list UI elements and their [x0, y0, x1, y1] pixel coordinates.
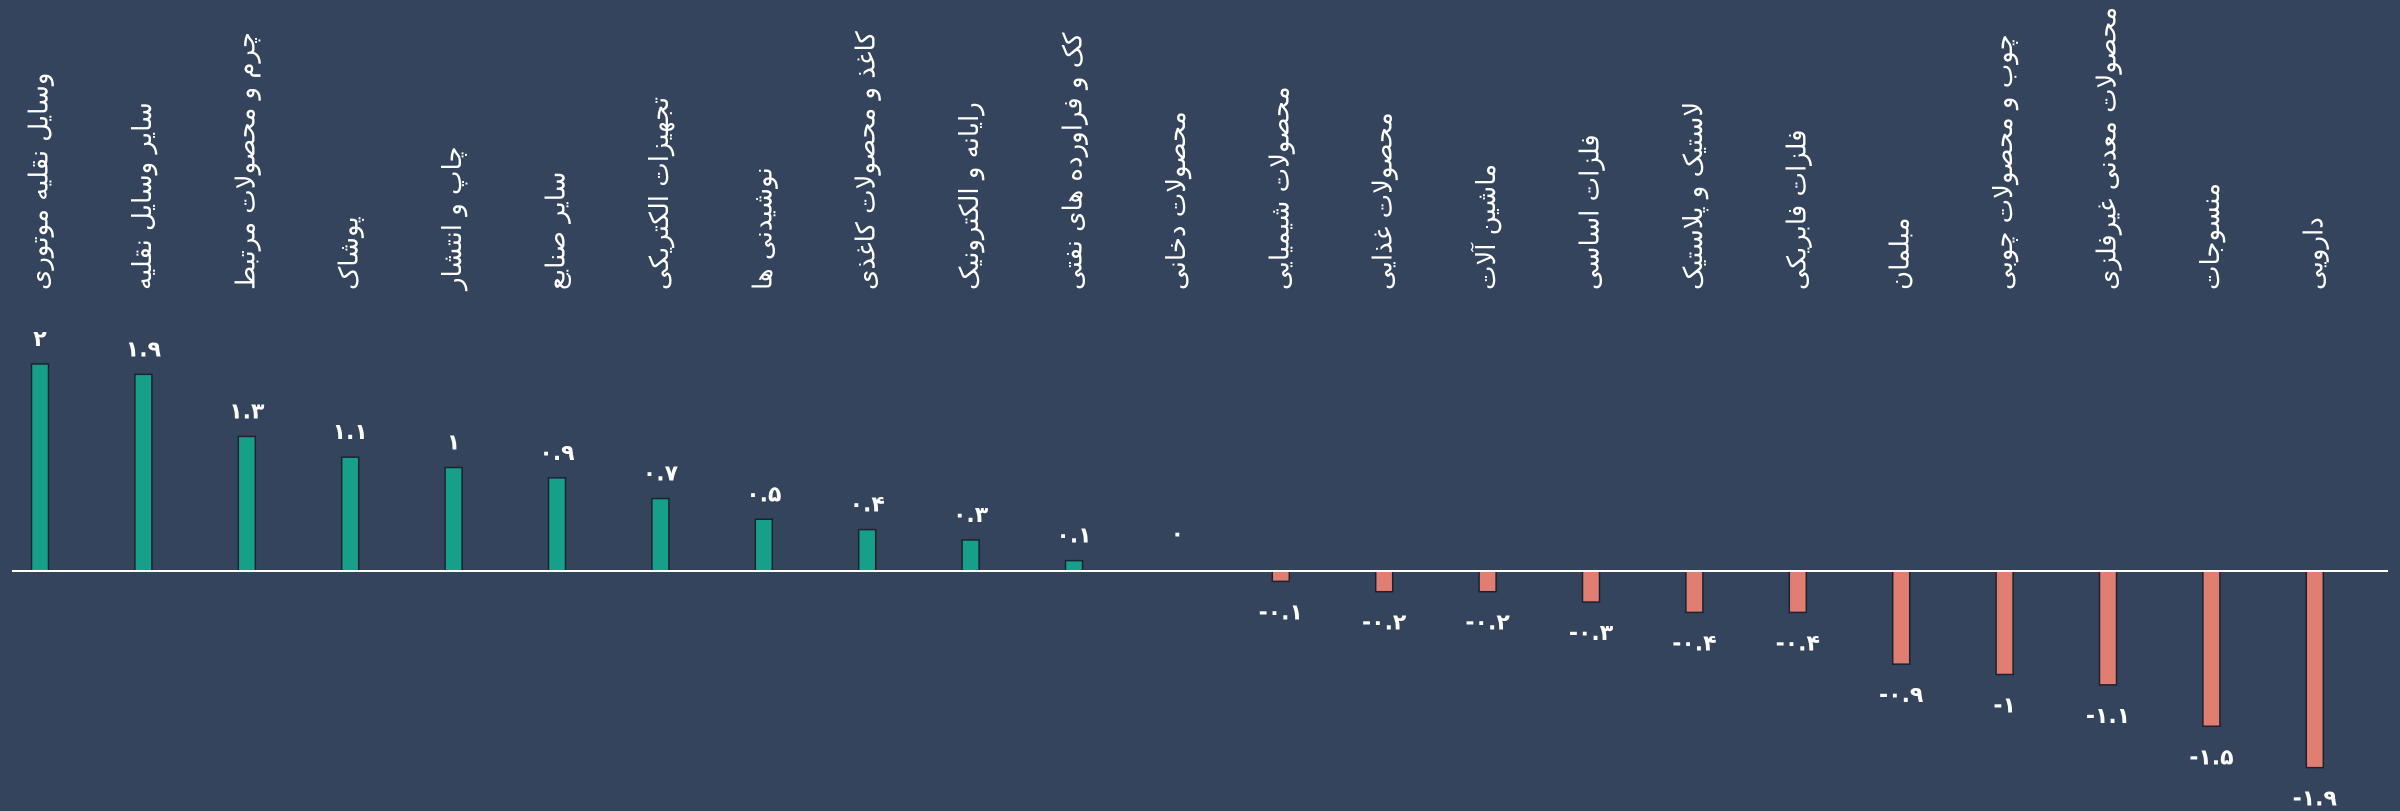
bar-10	[1064, 559, 1084, 572]
bar-22	[2305, 570, 2325, 769]
value-label-8: ۰.۴	[850, 493, 885, 518]
bar-12	[1271, 570, 1291, 583]
value-label-12: -۰.۱	[1259, 600, 1303, 625]
bar-0	[30, 363, 50, 572]
category-label-9: رایانه و الکترونیک	[955, 102, 985, 290]
category-label-6: تجهیزات الکتریکی	[645, 97, 675, 290]
bar-17	[1788, 570, 1808, 614]
value-label-6: ۰.۷	[643, 462, 679, 487]
bar-15	[1581, 570, 1601, 603]
bar-8	[857, 528, 877, 572]
category-label-22: دارویی	[2299, 217, 2329, 290]
bar-21	[2202, 570, 2221, 727]
value-label-1: ۱.۹	[126, 337, 161, 362]
bar-6	[651, 497, 670, 572]
bar-5	[547, 477, 567, 572]
value-label-16: -۰.۴	[1672, 631, 1716, 656]
value-label-21: -۱.۵	[2189, 745, 2233, 770]
category-label-11: محصولات دخانی	[1162, 111, 1192, 290]
category-label-14: ماشین آلات	[1470, 164, 1502, 290]
category-label-19: چوب و محصولات چوبی	[1989, 34, 2019, 290]
value-label-19: -۱	[1993, 694, 2016, 719]
category-label-8: کاغذ و محصولات کاغذی	[852, 31, 882, 290]
bar-16	[1685, 570, 1704, 614]
value-label-22: -۱.۹	[2293, 787, 2337, 811]
value-label-0: ۲	[33, 327, 47, 352]
category-label-5: سایر صنایع	[542, 172, 572, 290]
bar-18	[1891, 570, 1911, 665]
value-label-17: -۰.۴	[1776, 631, 1820, 656]
bar-9	[961, 539, 980, 572]
category-label-7: نوشیدنی ها	[748, 167, 778, 290]
bar-4	[444, 466, 463, 572]
value-label-4: ۱	[447, 431, 460, 456]
bar-13	[1374, 570, 1394, 593]
bar-20	[2098, 570, 2118, 686]
category-label-13: محصولات غذایی	[1369, 112, 1399, 290]
value-label-13: -۰.۲	[1362, 611, 1407, 636]
category-label-10: کک و فراورده های نفتی	[1059, 32, 1089, 290]
bar-7	[754, 518, 774, 572]
value-label-3: ۱.۱	[333, 420, 368, 445]
category-label-12: محصولات شیمیایی	[1265, 86, 1295, 290]
category-label-3: پوشاک	[335, 216, 365, 290]
bar-19	[1995, 570, 2014, 676]
value-label-10: ۰.۱	[1056, 524, 1091, 549]
category-label-17: فلزات فابریکی	[1782, 129, 1812, 290]
bar-14	[1478, 570, 1497, 593]
value-label-2: ۱.۳	[229, 399, 265, 424]
value-label-9: ۰.۳	[953, 503, 989, 528]
bar-1	[134, 373, 153, 572]
category-label-15: فلزات اساسی	[1576, 134, 1606, 290]
category-label-20: محصولات معدنی غیرفلزی	[2093, 7, 2123, 290]
category-label-1: سایر وسایل نقلیه	[128, 102, 158, 290]
value-label-5: ۰.۹	[539, 441, 574, 466]
category-label-21: منسوجات	[2196, 183, 2226, 290]
value-label-7: ۰.۵	[746, 482, 781, 507]
value-label-20: -۱.۱	[2086, 704, 2130, 729]
value-label-18: -۰.۹	[1879, 683, 1923, 708]
category-label-4: چاپ و انتشار	[438, 146, 468, 292]
category-label-2: چرم و محصولات مرتبط	[231, 32, 261, 290]
category-label-16: لاستیک و پلاستیک	[1679, 102, 1709, 290]
bar-2	[237, 435, 257, 572]
category-label-0: وسایل نقلیه موتوری	[25, 73, 55, 290]
category-label-18: مبلمان	[1886, 218, 1916, 290]
value-label-14: -۰.۲	[1465, 611, 1510, 636]
bar-3	[340, 456, 360, 572]
value-label-15: -۰.۳	[1569, 621, 1614, 646]
value-label-11: ۰	[1171, 522, 1184, 547]
